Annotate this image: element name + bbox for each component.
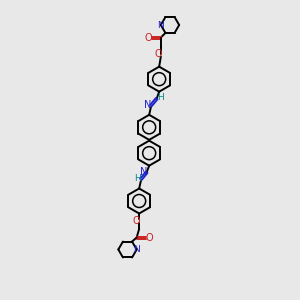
Text: O: O — [154, 49, 162, 59]
Text: N: N — [140, 167, 147, 176]
Text: N: N — [158, 20, 164, 29]
Text: N: N — [133, 245, 140, 254]
Text: N: N — [144, 100, 152, 110]
Text: H: H — [134, 174, 140, 183]
Text: O: O — [132, 215, 140, 226]
Text: O: O — [145, 32, 152, 43]
Text: H: H — [157, 93, 164, 102]
Text: O: O — [145, 232, 153, 242]
